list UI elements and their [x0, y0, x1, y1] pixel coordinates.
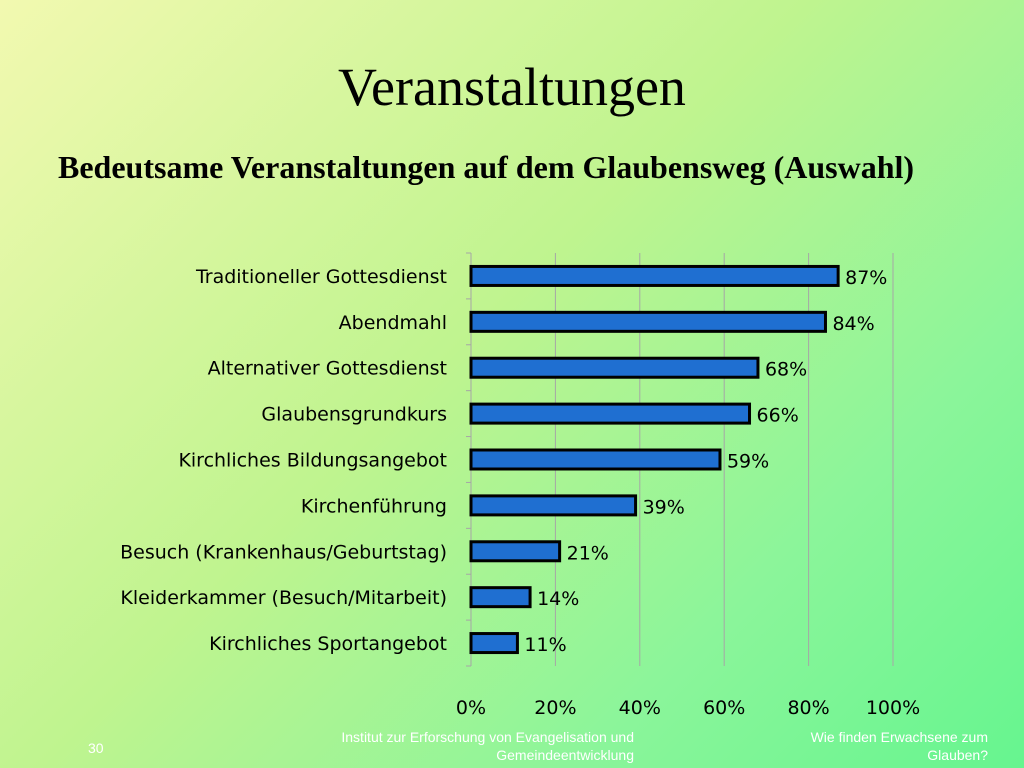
x-tick-label: 0%: [456, 697, 486, 719]
slide-title: Veranstaltungen: [338, 57, 686, 117]
x-tick-label: 100%: [866, 697, 920, 719]
data-label: 87%: [845, 267, 887, 289]
bar: [469, 494, 638, 517]
bar: [469, 632, 519, 655]
category-label: Traditioneller Gottesdienst: [195, 266, 447, 288]
data-label: 84%: [832, 313, 874, 335]
footer-right-text: Wie finden Erwachsene zum Glauben?: [810, 729, 988, 763]
bar: [469, 586, 532, 609]
bar: [469, 310, 827, 333]
x-tick-label: 60%: [703, 697, 745, 719]
bar: [469, 356, 760, 379]
footer-institute: Institut zur Erforschung von Evangelisat…: [341, 729, 634, 763]
footer-page-number: 30: [88, 740, 104, 756]
category-label: Kleiderkammer (Besuch/Mitarbeit): [120, 587, 447, 609]
x-tick-label: 20%: [534, 697, 576, 719]
category-label: Kirchenführung: [301, 495, 447, 517]
data-label: 59%: [727, 451, 769, 473]
category-label: Besuch (Krankenhaus/Geburtstag): [120, 541, 447, 563]
data-label: 11%: [524, 634, 566, 656]
bar: [469, 402, 752, 425]
data-label: 14%: [537, 588, 579, 610]
category-label: Glaubensgrundkurs: [261, 404, 447, 426]
data-label: 68%: [765, 359, 807, 381]
bar: [469, 448, 722, 471]
category-label: Kirchliches Bildungsangebot: [178, 450, 447, 472]
category-label: Alternativer Gottesdienst: [208, 358, 447, 380]
slide-subtitle: Bedeutsame Veranstaltungen auf dem Glaub…: [58, 149, 915, 185]
x-tick-label: 40%: [619, 697, 661, 719]
x-tick-label: 80%: [787, 697, 829, 719]
data-label: 39%: [643, 496, 685, 518]
bar: [469, 540, 562, 563]
data-label: 66%: [757, 405, 799, 427]
category-label: Abendmahl: [339, 312, 447, 334]
data-label: 21%: [567, 542, 609, 564]
bar: [469, 264, 840, 287]
category-label: Kirchliches Sportangebot: [209, 633, 447, 655]
